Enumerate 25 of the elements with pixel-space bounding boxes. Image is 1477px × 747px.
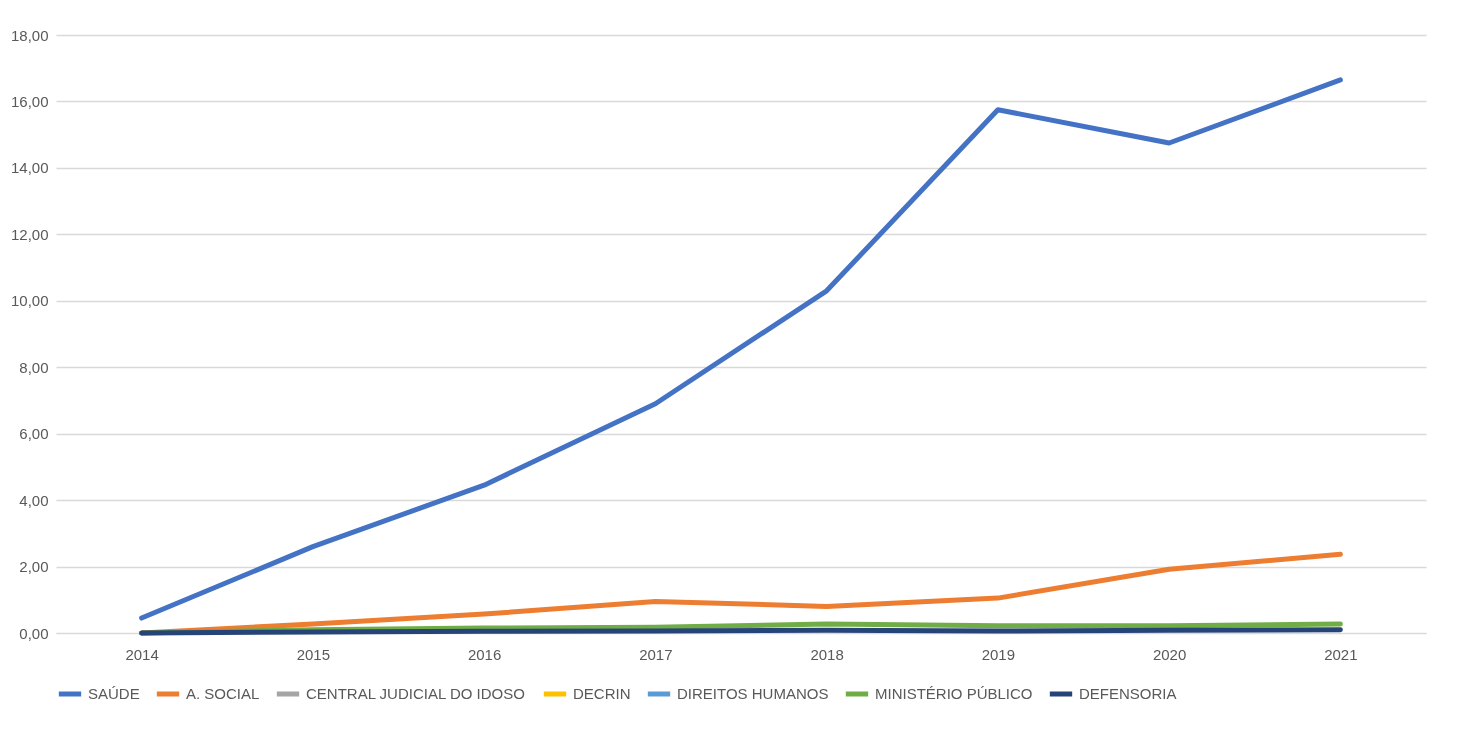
legend-label: SAÚDE [88, 685, 140, 702]
legend-label: MINISTÉRIO PÚBLICO [875, 685, 1033, 702]
y-tick-label: 6,00 [19, 425, 49, 443]
x-tick-label: 2019 [981, 645, 1016, 663]
legend-label: DEFENSORIA [1079, 685, 1177, 702]
x-tick-label: 2021 [1324, 645, 1358, 663]
x-tick-label: 2018 [810, 645, 844, 663]
y-tick-label: 16,00 [10, 92, 49, 110]
legend-label: CENTRAL JUDICIAL DO IDOSO [306, 685, 525, 702]
x-tick-label: 2017 [639, 645, 673, 663]
x-tick-label: 2015 [296, 645, 331, 663]
y-tick-label: 0,00 [19, 624, 49, 642]
y-tick-label: 2,00 [19, 558, 49, 576]
x-tick-label: 2014 [125, 645, 159, 663]
x-tick-label: 2020 [1152, 645, 1187, 663]
y-tick-label: 10,00 [10, 292, 49, 310]
y-tick-label: 18,00 [10, 26, 49, 44]
x-tick-label: 2016 [467, 645, 502, 663]
legend-label: DIREITOS HUMANOS [677, 685, 829, 702]
y-tick-label: 14,00 [10, 159, 49, 177]
y-tick-label: 12,00 [10, 225, 49, 243]
legend-label: A. SOCIAL [186, 685, 260, 702]
y-tick-label: 4,00 [19, 491, 49, 509]
legend-label: DECRIN [573, 685, 631, 702]
y-tick-label: 8,00 [19, 358, 49, 376]
